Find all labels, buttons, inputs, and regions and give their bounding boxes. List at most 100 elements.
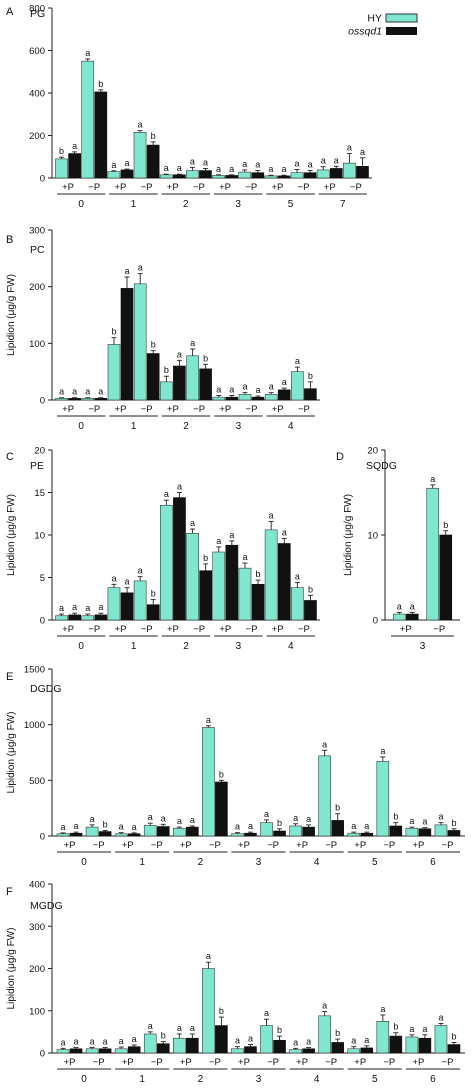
mutant-bar [199, 170, 212, 179]
significance-letter: a [422, 817, 427, 827]
mutant-bar [173, 365, 186, 401]
mutant-bar [273, 830, 286, 837]
hy-bar [159, 174, 173, 179]
y-tick-label: 0 [40, 174, 45, 185]
category-label: −P [298, 624, 310, 635]
mutant-bar [146, 144, 160, 179]
significance-letter: b [308, 371, 313, 381]
significance-letter: b [219, 1006, 224, 1016]
significance-letter: a [90, 814, 95, 824]
hy-bar [405, 1036, 419, 1054]
category-label: +P [272, 624, 284, 635]
significance-letter: b [98, 79, 103, 89]
group-label: 6 [430, 857, 436, 868]
significance-letter: a [216, 536, 221, 546]
significance-letter: b [335, 1028, 340, 1038]
category-label: +P [115, 624, 127, 635]
category-label: −P [88, 182, 100, 193]
hy-bar [114, 833, 128, 837]
hy-bar [290, 172, 304, 179]
significance-letter: a [269, 510, 274, 520]
significance-letter: a [90, 1037, 95, 1047]
group-label: 2 [183, 641, 189, 652]
significance-letter: a [235, 1036, 240, 1046]
hy-bar [133, 132, 147, 179]
group-label: 0 [78, 421, 84, 432]
y-tick-label: 100 [29, 339, 45, 350]
mutant-bar [94, 91, 108, 179]
mutant-bar [304, 600, 317, 621]
group-label: 4 [288, 421, 294, 432]
significance-letter: a [364, 1035, 369, 1045]
mutant-bar [447, 1044, 461, 1054]
significance-letter: a [422, 1024, 427, 1034]
mutant-bar [127, 833, 141, 837]
hy-bar [376, 1021, 390, 1054]
significance-letter: a [409, 816, 414, 826]
group-label: 1 [131, 641, 137, 652]
significance-letter: a [85, 48, 90, 58]
hy-bar [133, 283, 147, 401]
group-label: 6 [430, 1074, 436, 1085]
hy-bar [212, 175, 225, 179]
significance-letter: a [269, 382, 274, 392]
group-label: 2 [183, 199, 189, 210]
y-tick-label: 0 [40, 616, 45, 627]
significance-letter: b [277, 818, 282, 828]
category-label: −P [442, 840, 454, 851]
mutant-bar [68, 614, 81, 621]
group-label: 3 [236, 421, 242, 432]
significance-letter: a [409, 1024, 414, 1034]
panel-letter: C [6, 451, 14, 463]
hy-bar [260, 1025, 273, 1054]
mutant-bar [98, 831, 112, 837]
significance-letter: a [74, 821, 79, 831]
hy-bar [81, 397, 95, 401]
significance-letter: a [132, 822, 137, 832]
category-label: −P [193, 404, 205, 415]
significance-letter: b [219, 769, 224, 779]
significance-letter: a [61, 1037, 66, 1047]
significance-letter: a [72, 141, 77, 151]
category-label: +P [180, 1057, 192, 1068]
mutant-bar [447, 830, 461, 837]
hy-bar [107, 171, 121, 179]
significance-letter: a [124, 158, 129, 168]
hy-bar [212, 396, 226, 401]
y-tick-label: 5 [40, 573, 45, 584]
significance-letter: a [308, 160, 313, 170]
panel-letter: E [6, 671, 13, 683]
mutant-bar [360, 832, 374, 837]
hy-bar [133, 580, 147, 621]
significance-letter: a [138, 263, 143, 273]
mutant-bar [277, 175, 291, 179]
panel-title: PC [30, 244, 45, 256]
significance-letter: a [380, 1004, 385, 1014]
significance-letter: a [364, 821, 369, 831]
category-label: +P [115, 404, 127, 415]
group-label: 1 [139, 857, 145, 868]
legend: HY ossqd1 [348, 13, 418, 38]
significance-letter: a [410, 601, 415, 611]
hy-bar [143, 825, 157, 837]
significance-letter: a [229, 164, 234, 174]
hy-bar [260, 822, 273, 837]
y-tick-label: 300 [29, 922, 45, 933]
significance-letter: a [322, 739, 327, 749]
y-tick-label: 500 [29, 776, 45, 787]
significance-letter: b [151, 589, 156, 599]
category-label: −P [193, 182, 205, 193]
category-label: +P [324, 182, 336, 193]
hy-bar [231, 1048, 244, 1054]
significance-letter: b [451, 818, 456, 828]
mutant-bar [277, 389, 291, 401]
significance-letter: a [74, 1037, 79, 1047]
hy-bar [85, 826, 99, 837]
hy-bar [238, 394, 252, 401]
y-axis-label: Lipidion (μg/g FW) [6, 274, 17, 356]
significance-letter: a [138, 566, 143, 576]
mutant-bar [302, 826, 315, 837]
category-label: +P [122, 840, 134, 851]
